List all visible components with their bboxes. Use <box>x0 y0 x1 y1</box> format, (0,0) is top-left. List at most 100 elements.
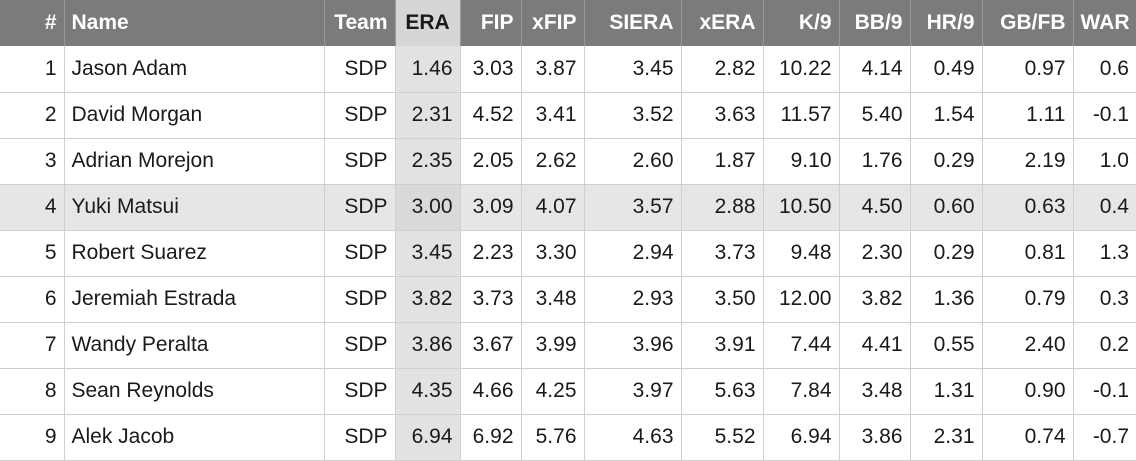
cell-siera: 3.97 <box>584 368 682 415</box>
cell-bb9: 2.30 <box>839 230 911 277</box>
cell-siera: 3.52 <box>584 92 682 139</box>
table-row[interactable]: 1 Jason Adam SDP 1.46 3.03 3.87 3.45 2.82 10.22 4… <box>0 46 1136 93</box>
cell-name[interactable]: Jeremiah Estrada <box>64 276 325 323</box>
cell-fip: 6.92 <box>460 414 522 461</box>
header-era[interactable]: ERA <box>395 0 461 46</box>
cell-team: SDP <box>324 322 396 369</box>
cell-bb9: 1.76 <box>839 138 911 185</box>
cell-rank: 6 <box>0 276 65 323</box>
cell-k9: 10.22 <box>763 46 840 93</box>
cell-xfip: 2.62 <box>521 138 585 185</box>
cell-k9: 12.00 <box>763 276 840 323</box>
cell-bb9: 4.14 <box>839 46 911 93</box>
cell-war: 0.4 <box>1073 184 1136 231</box>
cell-fip: 4.52 <box>460 92 522 139</box>
cell-name[interactable]: Jason Adam <box>64 46 325 93</box>
cell-era: 2.35 <box>395 138 461 185</box>
cell-gbfb: 0.63 <box>982 184 1074 231</box>
cell-name[interactable]: Sean Reynolds <box>64 368 325 415</box>
cell-team: SDP <box>324 276 396 323</box>
cell-gbfb: 0.79 <box>982 276 1074 323</box>
cell-war: 1.3 <box>1073 230 1136 277</box>
cell-gbfb: 2.40 <box>982 322 1074 369</box>
header-rank[interactable]: # <box>0 0 65 46</box>
cell-rank: 5 <box>0 230 65 277</box>
cell-era: 1.46 <box>395 46 461 93</box>
cell-fip: 2.23 <box>460 230 522 277</box>
cell-gbfb: 2.19 <box>982 138 1074 185</box>
cell-war: 0.2 <box>1073 322 1136 369</box>
cell-k9: 6.94 <box>763 414 840 461</box>
cell-siera: 2.94 <box>584 230 682 277</box>
cell-name[interactable]: Robert Suarez <box>64 230 325 277</box>
cell-fip: 3.67 <box>460 322 522 369</box>
header-row: # Name Team ERA FIP xFIP SIERA xERA K/9 BB/9 HR/9 G… <box>0 0 1136 46</box>
cell-gbfb: 0.81 <box>982 230 1074 277</box>
cell-name[interactable]: Alek Jacob <box>64 414 325 461</box>
cell-hr9: 1.36 <box>910 276 983 323</box>
cell-xfip: 3.87 <box>521 46 585 93</box>
header-fip[interactable]: FIP <box>460 0 522 46</box>
cell-era: 4.35 <box>395 368 461 415</box>
cell-hr9: 0.60 <box>910 184 983 231</box>
header-xera[interactable]: xERA <box>681 0 764 46</box>
cell-rank: 3 <box>0 138 65 185</box>
cell-name[interactable]: Yuki Matsui <box>64 184 325 231</box>
cell-siera: 2.60 <box>584 138 682 185</box>
cell-bb9: 3.48 <box>839 368 911 415</box>
cell-war: -0.7 <box>1073 414 1136 461</box>
cell-siera: 3.45 <box>584 46 682 93</box>
header-war[interactable]: WAR <box>1080 11 1130 34</box>
table-row[interactable]: 8 Sean Reynolds SDP 4.35 4.66 4.25 3.97 5.63 7.8… <box>0 368 1136 415</box>
cell-bb9: 3.82 <box>839 276 911 323</box>
cell-team: SDP <box>324 184 396 231</box>
cell-team: SDP <box>324 368 396 415</box>
cell-fip: 3.09 <box>460 184 522 231</box>
cell-hr9: 0.49 <box>910 46 983 93</box>
cell-team: SDP <box>324 230 396 277</box>
cell-xfip: 4.07 <box>521 184 585 231</box>
cell-name[interactable]: Adrian Morejon <box>64 138 325 185</box>
cell-xfip: 3.41 <box>521 92 585 139</box>
header-k9[interactable]: K/9 <box>763 0 840 46</box>
cell-name[interactable]: David Morgan <box>64 92 325 139</box>
header-bb9[interactable]: BB/9 <box>839 0 911 46</box>
cell-team: SDP <box>324 46 396 93</box>
table-body: 1 Jason Adam SDP 1.46 3.03 3.87 3.45 2.82 10.22 4… <box>0 46 1136 461</box>
cell-siera: 3.57 <box>584 184 682 231</box>
cell-k9: 9.10 <box>763 138 840 185</box>
cell-era: 3.86 <box>395 322 461 369</box>
cell-rank: 4 <box>0 184 65 231</box>
cell-era: 3.45 <box>395 230 461 277</box>
cell-xfip: 3.99 <box>521 322 585 369</box>
table-row[interactable]: 2 David Morgan SDP 2.31 4.52 3.41 3.52 3.63 11.5… <box>0 92 1136 139</box>
cell-era: 3.82 <box>395 276 461 323</box>
table-row[interactable]: 6 Jeremiah Estrada SDP 3.82 3.73 3.48 2.93 3.50… <box>0 276 1136 323</box>
cell-k9: 7.44 <box>763 322 840 369</box>
header-team[interactable]: Team <box>324 0 396 46</box>
cell-war: 0.6 <box>1073 46 1136 93</box>
cell-team: SDP <box>324 414 396 461</box>
cell-team: SDP <box>324 138 396 185</box>
cell-k9: 9.48 <box>763 230 840 277</box>
cell-siera: 3.96 <box>584 322 682 369</box>
cell-xera: 3.63 <box>681 92 764 139</box>
cell-xera: 2.88 <box>681 184 764 231</box>
header-gbfb[interactable]: GB/FB <box>982 0 1074 46</box>
cell-gbfb: 0.74 <box>982 414 1074 461</box>
table-row[interactable]: 4 Yuki Matsui SDP 3.00 3.09 4.07 3.57 2.88 10.50… <box>0 184 1136 231</box>
cell-gbfb: 0.97 <box>982 46 1074 93</box>
table-row[interactable]: 7 Wandy Peralta SDP 3.86 3.67 3.99 3.96 3.91 7.4… <box>0 322 1136 369</box>
header-xfip[interactable]: xFIP <box>521 0 585 46</box>
header-hr9[interactable]: HR/9 <box>910 0 983 46</box>
cell-xera: 1.87 <box>681 138 764 185</box>
table-row[interactable]: 9 Alek Jacob SDP 6.94 6.92 5.76 4.63 5.52 6.94 3.… <box>0 414 1136 461</box>
table-row[interactable]: 5 Robert Suarez SDP 3.45 2.23 3.30 2.94 3.73 9.4… <box>0 230 1136 277</box>
header-siera[interactable]: SIERA <box>584 0 682 46</box>
table-row[interactable]: 3 Adrian Morejon SDP 2.35 2.05 2.62 2.60 1.87 9.… <box>0 138 1136 185</box>
cell-name[interactable]: Wandy Peralta <box>64 322 325 369</box>
cell-siera: 2.93 <box>584 276 682 323</box>
cell-war: -0.1 <box>1073 92 1136 139</box>
header-name[interactable]: Name <box>64 0 325 46</box>
cell-gbfb: 1.11 <box>982 92 1074 139</box>
